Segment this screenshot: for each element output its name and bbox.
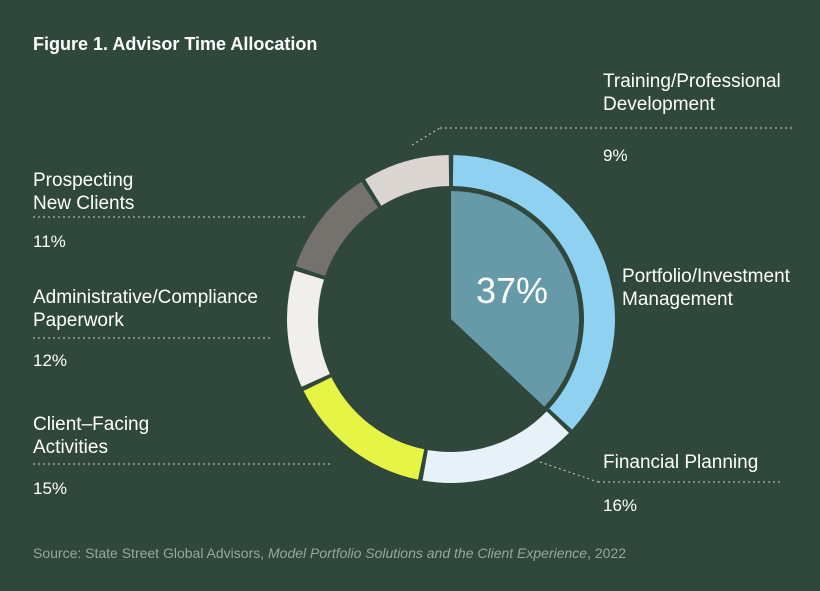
slice-label-line: Prospecting — [33, 170, 134, 191]
slice-prospecting-new-clients — [295, 181, 379, 277]
slice-label-client: Client–Facing Activities — [33, 413, 149, 459]
slice-label-line: Activities — [33, 437, 108, 458]
highlight-percent: 37% — [476, 270, 549, 311]
slice-portfolio-investment-management — [452, 155, 615, 430]
slice-label-line: Management — [622, 289, 733, 310]
slice-training-professional-development — [365, 155, 450, 206]
slice-label-line: Development — [603, 94, 715, 115]
slice-pct-admin: 12% — [33, 351, 68, 370]
slice-label-line: Administrative/Compliance — [33, 287, 258, 308]
chart-title: Figure 1. Advisor Time Allocation — [33, 34, 318, 54]
slice-label-line: Client–Facing — [33, 414, 150, 435]
slice-label-portfolio: Portfolio/Investment Management — [622, 265, 790, 311]
slice-label-line: Financial Planning — [603, 452, 759, 473]
source-prefix: Source: State Street Global Advisors, — [33, 545, 269, 561]
slice-label-admin: Administrative/Compliance Paperwork — [33, 286, 258, 332]
slice-client-facing-activities — [303, 377, 425, 480]
slice-label-training: Training/Professional Development — [603, 70, 781, 116]
slice-label-line: Portfolio/Investment — [622, 266, 790, 287]
slice-pct-training: 9% — [603, 146, 628, 165]
source-note: Source: State Street Global Advisors, Mo… — [33, 545, 626, 561]
leader-financial — [539, 461, 599, 483]
slice-label-financial: Financial Planning — [603, 451, 758, 474]
slice-label-prospecting: Prospecting New Clients — [33, 169, 134, 215]
slice-pct-financial: 16% — [603, 496, 638, 515]
slice-label-line: Training/Professional — [603, 71, 781, 92]
slice-inner-wedge — [451, 191, 579, 407]
source-title: Model Portfolio Solutions and the Client… — [268, 545, 588, 561]
slice-label-line: New Clients — [33, 193, 135, 214]
slice-pct-client: 15% — [33, 479, 68, 498]
leader-training — [411, 127, 441, 146]
source-suffix: , 2022 — [587, 545, 627, 561]
slice-administrative-compliance-paperwork — [287, 270, 330, 387]
slice-financial-planning — [422, 411, 569, 483]
slice-pct-prospecting: 11% — [33, 232, 66, 251]
slice-label-line: Paperwork — [33, 310, 124, 331]
